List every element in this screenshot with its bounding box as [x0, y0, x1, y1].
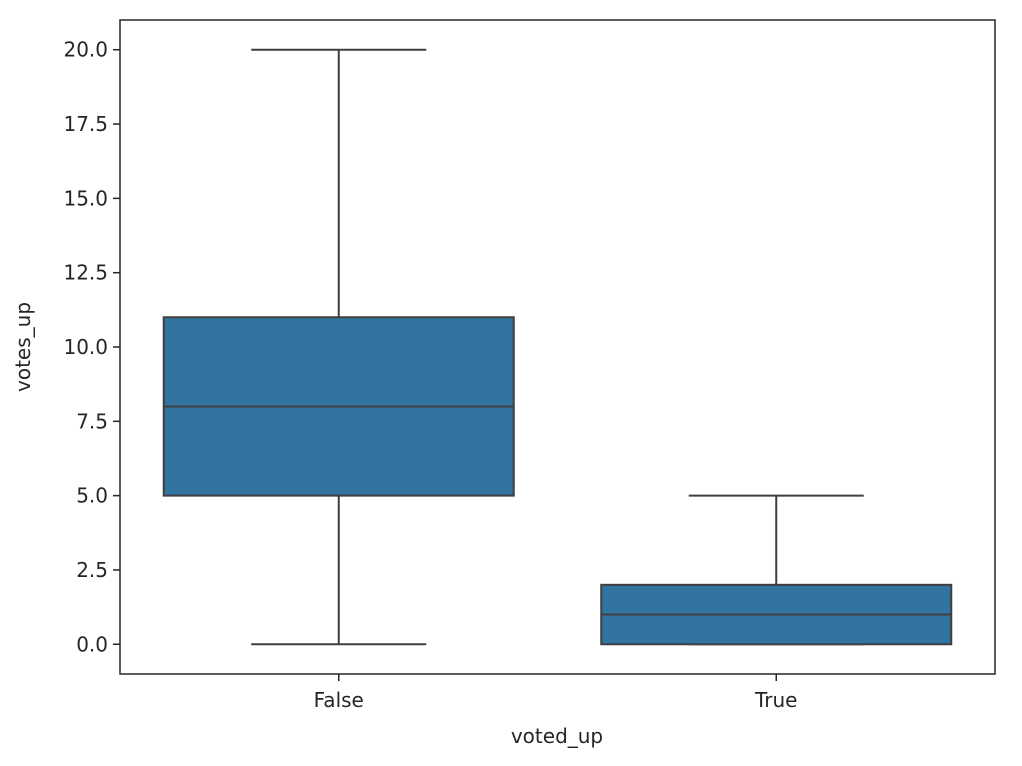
x-tick-label: False [314, 688, 364, 712]
box-true [600, 494, 953, 646]
y-axis-label: votes_up [11, 302, 35, 392]
y-axis-ticks: 0.0 2.5 5.0 7.5 10.0 12.5 15.0 17.5 20.0 [63, 38, 120, 656]
boxes-layer [162, 48, 953, 646]
y-tick-label: 20.0 [63, 38, 108, 62]
y-tick-label: 2.5 [76, 558, 108, 582]
box-false [162, 48, 515, 646]
plot-frame [119, 19, 996, 675]
y-tick-label: 15.0 [63, 186, 108, 210]
y-tick-label: 7.5 [76, 409, 108, 433]
y-tick-label: 10.0 [63, 335, 108, 359]
y-tick-label: 12.5 [63, 261, 108, 285]
y-tick-label: 17.5 [63, 112, 108, 136]
y-tick-label: 5.0 [76, 484, 108, 508]
x-tick-label: True [754, 688, 797, 712]
y-tick-label: 0.0 [76, 632, 108, 656]
x-axis-ticks: False True [314, 674, 797, 712]
x-axis-label: voted_up [511, 724, 603, 748]
